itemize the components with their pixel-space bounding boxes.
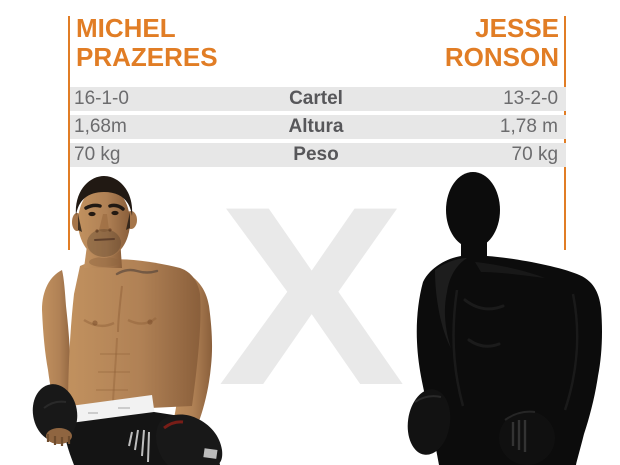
height-label: Altura (288, 116, 344, 137)
fighter-silhouette-right (407, 172, 602, 465)
record-right-value: 13-2-0 (503, 88, 559, 109)
weight-label: Peso (293, 144, 339, 165)
right-fighter-name-line2: RONSON (444, 42, 559, 72)
right-fighter-name-line1: JESSE (475, 13, 559, 43)
weight-right-value: 70 kg (511, 144, 559, 165)
left-fighter-name-line2: PRAZERES (76, 42, 218, 72)
right-fighter-name: JESSE RONSON (445, 14, 559, 72)
stat-row-weight: 70 kg Peso 70 kg (70, 143, 566, 167)
height-left-value: 1,68m (74, 116, 127, 137)
height-right-value: 1,78 m (499, 116, 558, 137)
left-fighter-body (32, 176, 223, 465)
left-fighter-name-line1: MICHEL (76, 13, 176, 43)
stat-row-height: 1,68m Altura 1,78 m (70, 115, 566, 139)
left-accent-line (68, 16, 70, 250)
fighter-photo-left (32, 176, 223, 465)
versus-x-mark: X (218, 154, 406, 439)
record-label: Cartel (289, 88, 343, 109)
record-left-value: 16-1-0 (74, 88, 129, 109)
right-fighter-body (407, 172, 602, 465)
stat-row-record: 16-1-0 Cartel 13-2-0 (70, 87, 566, 111)
left-fighter-name: MICHEL PRAZERES (76, 14, 218, 72)
weight-left-value: 70 kg (74, 144, 121, 165)
